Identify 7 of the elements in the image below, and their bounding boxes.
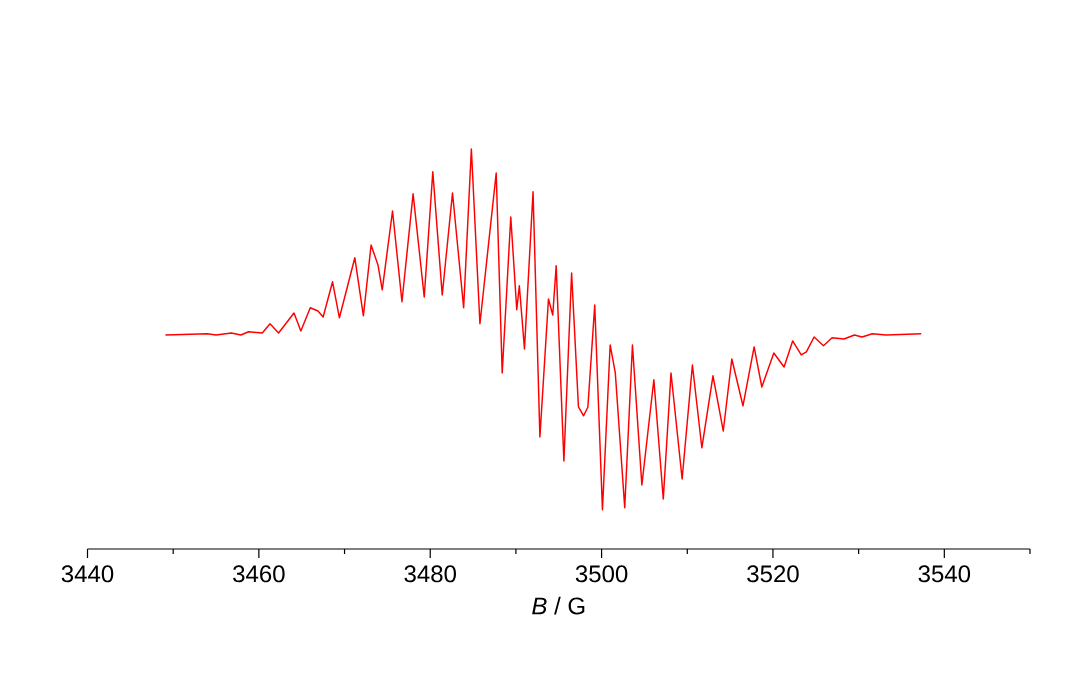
x-tick-label: 3520 bbox=[747, 565, 799, 583]
x-axis-title: B / G bbox=[532, 596, 585, 615]
x-tick-label: 3480 bbox=[404, 565, 456, 583]
x-tick-label: 3460 bbox=[233, 565, 285, 583]
x-tick-label: 3500 bbox=[575, 565, 628, 583]
x-tick-label: 3440 bbox=[61, 565, 114, 583]
x-tick-label: 3540 bbox=[918, 565, 971, 583]
